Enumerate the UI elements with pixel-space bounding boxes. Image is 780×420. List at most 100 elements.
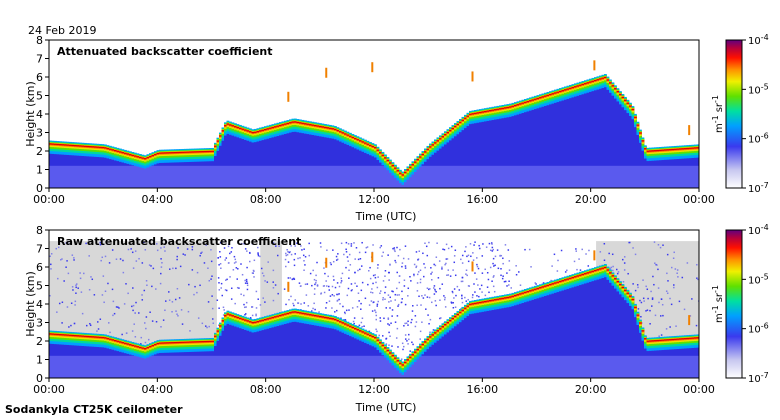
cloud-mark — [472, 71, 474, 81]
layer-column — [679, 166, 682, 188]
noise-speck — [177, 315, 179, 317]
noise-speck — [576, 269, 578, 271]
layer-column — [432, 144, 435, 145]
noise-speck — [121, 334, 123, 336]
noise-speck — [315, 282, 317, 284]
noise-speck — [652, 276, 654, 278]
layer-column — [142, 356, 145, 378]
noise-speck — [339, 286, 341, 288]
layer-column — [172, 356, 175, 378]
layer-column — [454, 166, 457, 188]
noise-speck — [211, 261, 213, 263]
noise-speck — [193, 294, 195, 296]
noise-speck — [213, 322, 215, 324]
layer-column — [434, 142, 437, 143]
layer-column — [304, 123, 307, 124]
layer-column — [162, 356, 165, 378]
noise-speck — [474, 272, 476, 274]
layer-column — [137, 156, 140, 157]
noise-speck — [477, 284, 479, 286]
noise-speck — [80, 278, 82, 280]
noise-speck — [333, 279, 335, 281]
y-tick-label: 2 — [36, 145, 43, 158]
noise-speck — [416, 251, 418, 253]
noise-speck — [138, 258, 140, 260]
layer-column — [137, 166, 140, 188]
noise-speck — [83, 273, 85, 275]
noise-speck — [391, 290, 393, 292]
layer-column — [87, 166, 90, 188]
layer-column — [54, 166, 57, 188]
noise-speck — [418, 296, 420, 298]
layer-column — [107, 166, 110, 188]
layer-column — [354, 328, 357, 329]
layer-column — [172, 152, 175, 153]
noise-speck — [666, 328, 668, 330]
noise-speck — [429, 288, 431, 290]
layer-column — [632, 166, 635, 188]
layer-column — [322, 126, 325, 127]
layer-column — [687, 148, 690, 149]
noise-speck — [365, 252, 367, 254]
layer-column — [377, 150, 380, 151]
layer-column — [209, 356, 212, 378]
noise-speck — [416, 321, 418, 323]
layer-column — [354, 138, 357, 139]
layer-column — [139, 157, 142, 158]
noise-speck — [505, 281, 507, 283]
layer-column — [224, 166, 227, 188]
noise-speck — [237, 268, 239, 270]
layer-column — [479, 112, 482, 113]
noise-speck — [394, 251, 396, 253]
noise-speck — [679, 301, 681, 303]
noise-speck — [306, 294, 308, 296]
noise-speck — [252, 315, 254, 317]
noise-speck — [304, 302, 306, 304]
noise-speck — [377, 264, 379, 266]
layer-column — [317, 315, 320, 316]
noise-speck — [687, 262, 689, 264]
noise-speck — [452, 302, 454, 304]
noise-speck — [294, 253, 296, 255]
noise-speck — [669, 326, 671, 328]
noise-speck — [420, 304, 422, 306]
noise-speck — [677, 269, 679, 271]
noise-speck — [77, 287, 79, 289]
layer-column — [307, 124, 310, 125]
noise-speck — [361, 242, 363, 244]
layer-column — [97, 356, 100, 378]
noise-speck — [231, 288, 233, 290]
noise-speck — [149, 311, 151, 313]
layer-column — [237, 127, 240, 128]
noise-speck — [328, 286, 330, 288]
layer-column — [377, 340, 380, 341]
noise-speck — [336, 259, 338, 261]
layer-column — [254, 322, 257, 323]
layer-column — [159, 343, 162, 344]
layer-column — [219, 356, 222, 378]
layer-column — [259, 356, 262, 378]
layer-column — [439, 166, 442, 188]
layer-column — [349, 326, 352, 327]
noise-speck — [130, 248, 132, 250]
layer-column — [649, 150, 652, 151]
layer-column — [252, 166, 255, 188]
noise-speck — [348, 309, 350, 311]
layer-column — [202, 356, 205, 378]
noise-speck — [423, 297, 425, 299]
noise-speck — [243, 295, 245, 297]
layer-column — [554, 92, 557, 93]
noise-speck — [351, 245, 353, 247]
noise-speck — [338, 293, 340, 295]
layer-column — [274, 126, 277, 127]
noise-speck — [175, 299, 177, 301]
noise-speck — [402, 343, 404, 345]
layer-column — [647, 151, 650, 152]
layer-column — [312, 166, 315, 188]
noise-speck — [246, 302, 248, 304]
x-tick-label: 08:00 — [250, 193, 282, 206]
noise-speck — [356, 247, 358, 249]
layer-column — [444, 134, 447, 135]
layer-column — [144, 356, 147, 378]
noise-speck — [493, 249, 495, 251]
